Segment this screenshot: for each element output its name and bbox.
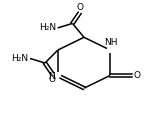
Text: N: N — [48, 72, 55, 81]
Text: O: O — [77, 3, 84, 12]
Text: O: O — [49, 75, 56, 84]
Text: O: O — [133, 71, 140, 80]
Text: H₂N: H₂N — [39, 23, 56, 32]
Text: H₂N: H₂N — [12, 54, 29, 63]
Text: NH: NH — [104, 38, 118, 47]
